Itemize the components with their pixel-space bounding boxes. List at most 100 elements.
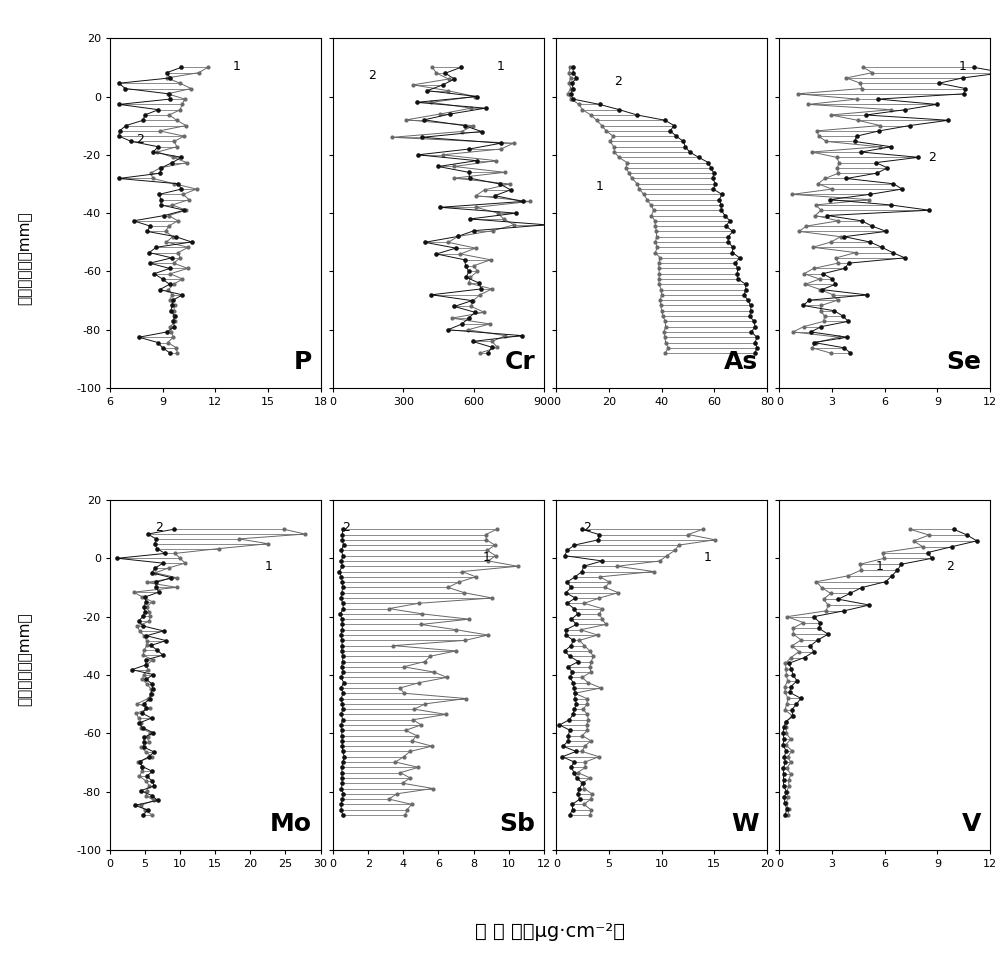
Text: 沉积物深度（mm）: 沉积物深度（mm） bbox=[17, 612, 32, 706]
Point bbox=[112, 123, 128, 138]
Point bbox=[778, 714, 794, 730]
Point bbox=[162, 261, 178, 276]
Point bbox=[335, 521, 351, 537]
Point bbox=[437, 66, 453, 81]
Point bbox=[333, 569, 349, 584]
Point bbox=[610, 585, 626, 601]
Point bbox=[571, 781, 587, 796]
Point bbox=[565, 633, 581, 648]
Point bbox=[142, 256, 158, 271]
Point bbox=[170, 244, 186, 260]
Point bbox=[153, 192, 169, 207]
Point bbox=[478, 532, 494, 547]
Point bbox=[889, 562, 905, 578]
Point bbox=[159, 325, 175, 340]
Point bbox=[777, 807, 793, 822]
Point bbox=[460, 322, 476, 337]
Point bbox=[778, 714, 794, 730]
Point bbox=[811, 129, 827, 144]
Point bbox=[572, 792, 588, 807]
Point bbox=[959, 527, 975, 542]
Point bbox=[579, 717, 595, 732]
Point bbox=[570, 765, 586, 780]
Point bbox=[743, 325, 759, 340]
Point bbox=[405, 712, 421, 728]
Point bbox=[169, 139, 185, 155]
Point bbox=[467, 305, 483, 320]
Point bbox=[144, 750, 160, 765]
Point bbox=[779, 784, 795, 799]
Point bbox=[487, 188, 503, 203]
Point bbox=[448, 644, 464, 659]
Point bbox=[830, 165, 846, 180]
Point bbox=[143, 687, 159, 702]
Point bbox=[570, 654, 586, 669]
Point bbox=[335, 665, 351, 680]
Point bbox=[395, 775, 411, 791]
Point bbox=[160, 86, 176, 101]
Point bbox=[333, 590, 349, 605]
Point bbox=[560, 86, 576, 101]
Point bbox=[134, 706, 150, 721]
Point bbox=[170, 176, 186, 191]
Point bbox=[776, 749, 792, 764]
Point bbox=[406, 702, 422, 717]
Point bbox=[563, 92, 579, 107]
Point bbox=[166, 319, 182, 334]
Point bbox=[571, 96, 587, 112]
Point bbox=[736, 287, 752, 303]
Point bbox=[414, 606, 430, 622]
Text: V: V bbox=[962, 812, 982, 836]
Point bbox=[795, 615, 811, 630]
Point bbox=[109, 551, 125, 566]
Point bbox=[392, 680, 408, 695]
Point bbox=[565, 65, 581, 80]
Point bbox=[211, 541, 227, 556]
Point bbox=[335, 702, 351, 717]
Point bbox=[162, 277, 178, 292]
Point bbox=[461, 275, 477, 290]
Point bbox=[430, 159, 446, 174]
Point bbox=[469, 264, 485, 279]
Point bbox=[597, 580, 613, 595]
Point bbox=[563, 71, 579, 86]
Point bbox=[651, 266, 667, 282]
Point bbox=[467, 89, 483, 104]
Point bbox=[458, 690, 474, 706]
Point bbox=[564, 75, 580, 91]
Point bbox=[159, 65, 175, 80]
Point bbox=[152, 123, 168, 138]
Point bbox=[749, 329, 765, 345]
Point bbox=[784, 709, 800, 724]
Point bbox=[643, 198, 659, 213]
Point bbox=[793, 690, 809, 706]
Point bbox=[138, 774, 154, 789]
Point bbox=[611, 150, 627, 165]
Point bbox=[842, 346, 858, 361]
Point bbox=[411, 596, 427, 611]
Point bbox=[111, 75, 127, 91]
Point bbox=[396, 749, 412, 764]
Point bbox=[878, 574, 894, 589]
Point bbox=[158, 234, 174, 249]
Point bbox=[155, 340, 171, 355]
Point bbox=[167, 308, 183, 324]
Point bbox=[117, 81, 133, 96]
Point bbox=[875, 545, 891, 561]
Point bbox=[142, 701, 158, 716]
Point bbox=[134, 671, 150, 687]
Point bbox=[396, 659, 412, 674]
Point bbox=[776, 773, 792, 788]
Point bbox=[565, 60, 581, 75]
Point bbox=[569, 771, 585, 786]
Point bbox=[598, 617, 614, 632]
Point bbox=[779, 801, 795, 817]
Point bbox=[567, 686, 583, 701]
Point bbox=[657, 113, 673, 128]
Point bbox=[779, 696, 795, 711]
Point bbox=[134, 764, 150, 779]
Point bbox=[333, 669, 349, 685]
Point bbox=[565, 81, 581, 96]
Point bbox=[398, 723, 414, 738]
Point bbox=[138, 652, 154, 668]
